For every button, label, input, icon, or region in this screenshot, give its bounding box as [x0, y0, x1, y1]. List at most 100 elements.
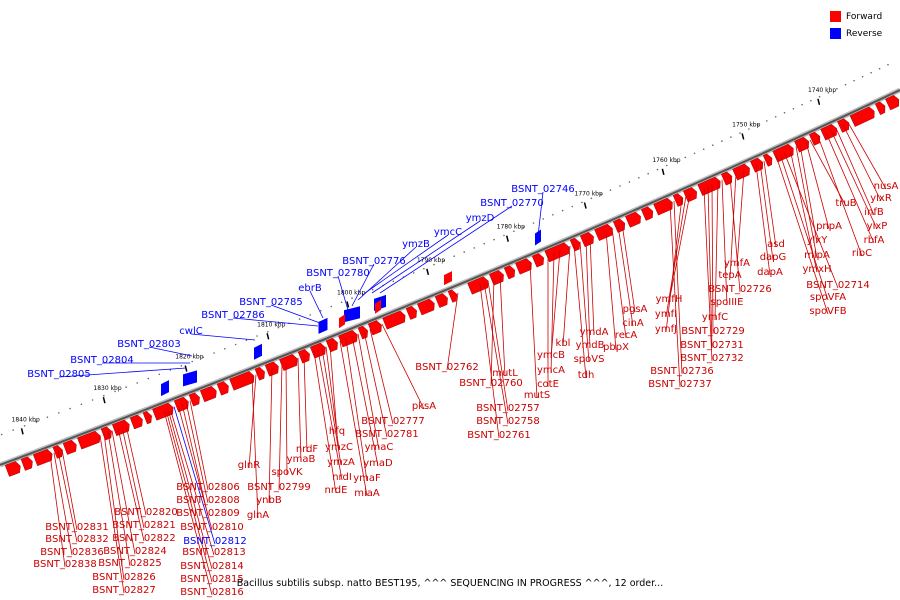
gene-label: ylxP	[867, 221, 888, 232]
leader-line	[589, 237, 595, 336]
ruler-dot	[571, 205, 574, 208]
genome-backbone	[0, 87, 900, 468]
ruler-dot	[766, 120, 768, 122]
gene-label: BSNT_02804	[70, 355, 133, 366]
gene-label: spoVS	[574, 354, 605, 365]
ruler-dot	[103, 394, 105, 397]
leader-line	[707, 185, 713, 349]
ruler-dot	[818, 95, 821, 98]
ruler-dot	[675, 160, 677, 163]
ruler-dot	[887, 63, 889, 66]
forward-gene-arrow	[20, 456, 33, 471]
gene-label: nrdI	[332, 472, 352, 483]
leader-line	[763, 160, 777, 248]
ruler-dot	[277, 326, 280, 329]
map-caption: Bacillus subtilis subsp. natto BEST195, …	[236, 578, 664, 589]
gene-label: cotE	[537, 379, 559, 390]
ruler-tick-label: 1770 kbp	[575, 191, 603, 198]
ruler-tick	[661, 168, 665, 176]
gene-label: ymfJ	[655, 324, 677, 335]
leader-line	[297, 357, 302, 463]
gene-label: BSNT_02831	[45, 522, 108, 533]
ruler-dot	[319, 309, 322, 312]
gene-label: ymfC	[702, 312, 728, 323]
leader-line	[479, 283, 500, 439]
gene-label: BSNT_02836	[40, 547, 103, 558]
gene-label: ymaF	[353, 473, 381, 484]
gene-label: BSNT_02826	[92, 572, 155, 583]
leader-line	[181, 403, 209, 517]
gene-label: ymzC	[325, 442, 353, 453]
leader-line	[57, 451, 78, 543]
reverse-gene-arrow	[183, 370, 197, 387]
ruler-dot	[702, 148, 705, 150]
ruler-dot	[35, 420, 37, 423]
leader-line	[736, 169, 745, 267]
leader-line	[232, 317, 319, 327]
gene-label: glnR	[238, 460, 260, 471]
gene-label: BSNT_02824	[103, 546, 166, 557]
reverse-gene-arrow	[161, 380, 169, 397]
ruler-tick-label: 1830 kbp	[93, 385, 121, 392]
leader-line	[369, 328, 394, 425]
gene-label: ymzA	[327, 457, 355, 468]
ruler-dot	[513, 230, 515, 233]
gene-label: pbpX	[603, 342, 629, 353]
leader-line	[107, 432, 131, 567]
ruler-dot	[136, 382, 138, 384]
ruler-tick-label: 1800 kbp	[337, 289, 365, 296]
gene-label: BSNT_02777	[361, 416, 424, 427]
leader-line	[537, 191, 544, 237]
ruler-dot	[267, 331, 269, 333]
ruler-dot	[423, 267, 425, 270]
ruler-tick	[184, 365, 188, 372]
forward-gene-arrow	[279, 354, 298, 371]
ruler-dot	[463, 251, 466, 253]
forward-gene-arrow	[229, 371, 255, 391]
gene-label: ymdA	[580, 327, 609, 338]
ruler-dot	[69, 407, 71, 410]
forward-gene-arrow	[142, 411, 152, 425]
ruler-tick	[102, 396, 106, 404]
forward-gene-arrow	[885, 95, 900, 111]
gene-label: BSNT_02832	[45, 534, 108, 545]
ruler-dot	[12, 429, 14, 431]
ruler-dot	[298, 318, 301, 320]
gene-labels: BSNT_02746 BSNT_02770 ymzD ymcC ymzB BSNT_027…	[27, 181, 898, 598]
forward-gene-arrow	[732, 163, 750, 181]
ruler-dot	[721, 140, 723, 142]
leader-line	[755, 164, 771, 276]
ruler-dot	[647, 172, 649, 175]
ruler-dot	[392, 280, 395, 283]
gene-label: BSNT_02737	[648, 379, 711, 390]
ruler-dot	[114, 390, 116, 393]
gene-label: BSNT_02736	[650, 366, 713, 377]
ruler-dot	[870, 71, 872, 74]
leader-line	[835, 127, 875, 216]
reverse-gene-arrow	[318, 317, 328, 334]
ruler-dot	[684, 156, 687, 159]
ruler-dot	[371, 288, 374, 291]
gene-label: mlpA	[804, 250, 830, 261]
ruler-dot	[739, 132, 741, 134]
ruler-dot	[693, 152, 696, 155]
leader-line	[729, 176, 741, 293]
forward-gene-arrow	[52, 445, 63, 459]
ruler-dot	[46, 416, 49, 419]
forward-gene-arrow	[188, 392, 200, 407]
leader-line	[111, 430, 136, 555]
forward-gene-arrow	[820, 124, 837, 141]
leader-line	[825, 132, 875, 244]
forward-gene-arrow	[77, 430, 101, 450]
forward-gene-arrow	[173, 396, 189, 413]
label-leader-lines	[49, 122, 887, 596]
forward-gene-arrow	[405, 305, 417, 320]
leader-line	[529, 262, 538, 399]
leader-line	[173, 406, 216, 545]
ruler-dot	[810, 99, 812, 102]
ruler-dot	[412, 272, 415, 274]
forward-gene-arrow	[653, 197, 673, 216]
reverse-gene-arrow	[344, 306, 360, 323]
gene-label: infB	[864, 207, 884, 218]
ruler-dot	[836, 87, 838, 90]
